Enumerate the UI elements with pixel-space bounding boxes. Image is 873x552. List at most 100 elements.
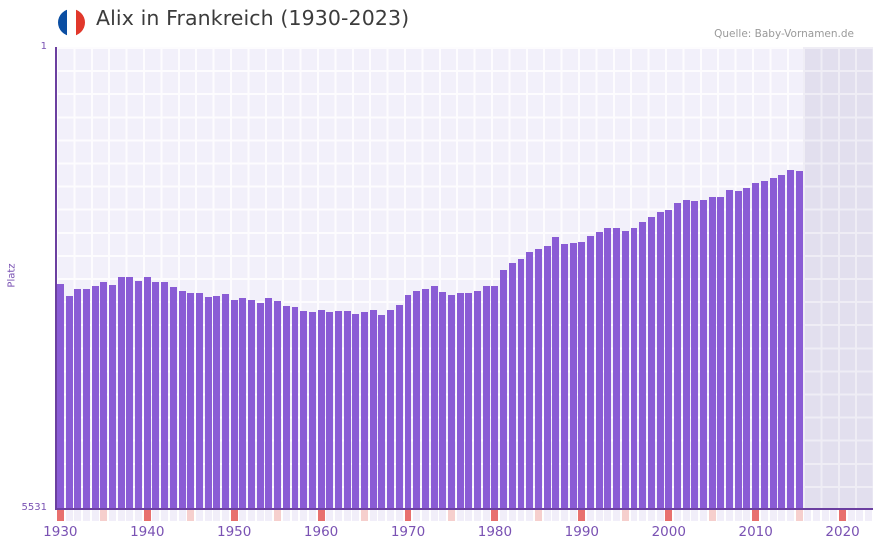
band-cell [613, 510, 621, 521]
x-tick-label: 1950 [216, 524, 252, 540]
band-cell [178, 510, 186, 521]
band-cell [152, 510, 160, 521]
bar [630, 228, 638, 508]
band-cell [587, 510, 594, 521]
band-cell [482, 510, 490, 521]
bar [439, 292, 447, 508]
bar [500, 270, 508, 508]
band-cell [752, 510, 760, 521]
x-tick-label: 1980 [477, 524, 513, 540]
band-cell [665, 510, 673, 521]
band-cell [204, 510, 212, 521]
band-cell [500, 510, 508, 521]
bar [656, 212, 664, 508]
bar [673, 203, 681, 508]
band-cell [248, 510, 256, 521]
bar [708, 197, 716, 508]
bar [65, 296, 73, 508]
bar [795, 171, 803, 508]
bar [361, 312, 369, 508]
no-data-region [803, 47, 873, 508]
band-cell [630, 510, 638, 521]
band-cell [361, 510, 369, 521]
bar [291, 307, 299, 508]
band-cell [82, 510, 90, 521]
chart-header: Alix in Frankreich (1930-2023) Quelle: B… [0, 0, 873, 47]
band-cell [265, 510, 273, 521]
bar [135, 281, 143, 508]
bar-series [56, 47, 873, 508]
band-cell [387, 510, 395, 521]
band-cell [421, 510, 429, 521]
source-credit: Quelle: Baby-Vornamen.de [714, 28, 854, 40]
bar [569, 243, 577, 508]
band-cell [847, 510, 855, 521]
bar [786, 170, 794, 508]
bar [543, 246, 551, 508]
band-cell [274, 510, 282, 521]
bar [517, 259, 525, 508]
bar [178, 291, 186, 508]
bar [534, 249, 542, 508]
band-cell [821, 510, 829, 521]
band-cell [430, 510, 438, 521]
band-cell [187, 510, 195, 521]
band-cell [595, 510, 603, 521]
band-cell [856, 510, 864, 521]
band-cell [91, 510, 99, 521]
bar [317, 310, 325, 508]
bar [404, 295, 412, 508]
bar [282, 306, 290, 508]
bar [378, 315, 386, 508]
bar [691, 201, 699, 508]
bar [152, 282, 160, 508]
band-cell [213, 510, 221, 521]
band-cell [465, 510, 473, 521]
bar [109, 285, 116, 508]
bar [369, 310, 377, 508]
band-cell [143, 510, 151, 521]
x-axis-line [55, 508, 873, 510]
band-cell [717, 510, 725, 521]
band-cell [726, 510, 734, 521]
band-cell [734, 510, 742, 521]
bar [100, 282, 108, 508]
bar [74, 289, 82, 508]
band-cell [865, 510, 873, 521]
band-cell [447, 510, 455, 521]
band-cell [195, 510, 203, 521]
x-tick-label: 2010 [738, 524, 773, 540]
band-cell [543, 510, 551, 521]
band-cell [743, 510, 751, 521]
band-cell [526, 510, 534, 521]
band-cell [352, 510, 360, 521]
bar [274, 301, 282, 508]
bar [447, 295, 455, 508]
band-cell [691, 510, 699, 521]
bar [647, 217, 655, 508]
bar [717, 197, 725, 508]
band-cell [578, 510, 586, 521]
band-cell [334, 510, 342, 521]
bar [743, 188, 751, 508]
band-cell [74, 510, 82, 521]
band-cell [256, 510, 264, 521]
plot-area [56, 47, 873, 508]
band-cell [517, 510, 525, 521]
band-cell [126, 510, 134, 521]
band-cell [639, 510, 647, 521]
band-cell [65, 510, 73, 521]
x-tick-label: 2000 [651, 524, 686, 540]
x-axis-tick-labels: 1930 1940 1950 1960 1970 1980 1990 2000 2010 2020 [0, 524, 873, 546]
x-tick-label: 2020 [825, 524, 860, 540]
band-cell [656, 510, 664, 521]
bar [126, 277, 134, 508]
band-cell [647, 510, 655, 521]
bar [734, 191, 742, 508]
band-cell [230, 510, 238, 521]
bar [465, 293, 473, 508]
bar [552, 237, 560, 508]
bar [613, 228, 621, 508]
band-cell [161, 510, 169, 521]
y-axis-line [55, 47, 57, 509]
